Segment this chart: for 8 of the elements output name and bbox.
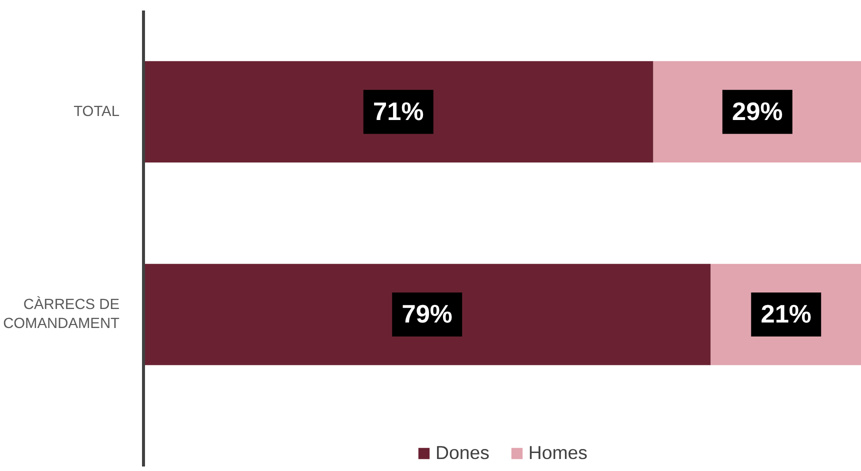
- y-tick-label: TOTAL: [74, 104, 120, 120]
- y-tick-label: CÀRRECS DE COMANDAMENT: [3, 296, 120, 332]
- data-label: 79%: [402, 300, 452, 328]
- legend-label: Homes: [528, 442, 588, 464]
- data-label: 29%: [732, 98, 783, 126]
- data-label: 21%: [760, 300, 812, 328]
- legend-label: Dones: [435, 442, 490, 464]
- data-label: 71%: [373, 98, 424, 126]
